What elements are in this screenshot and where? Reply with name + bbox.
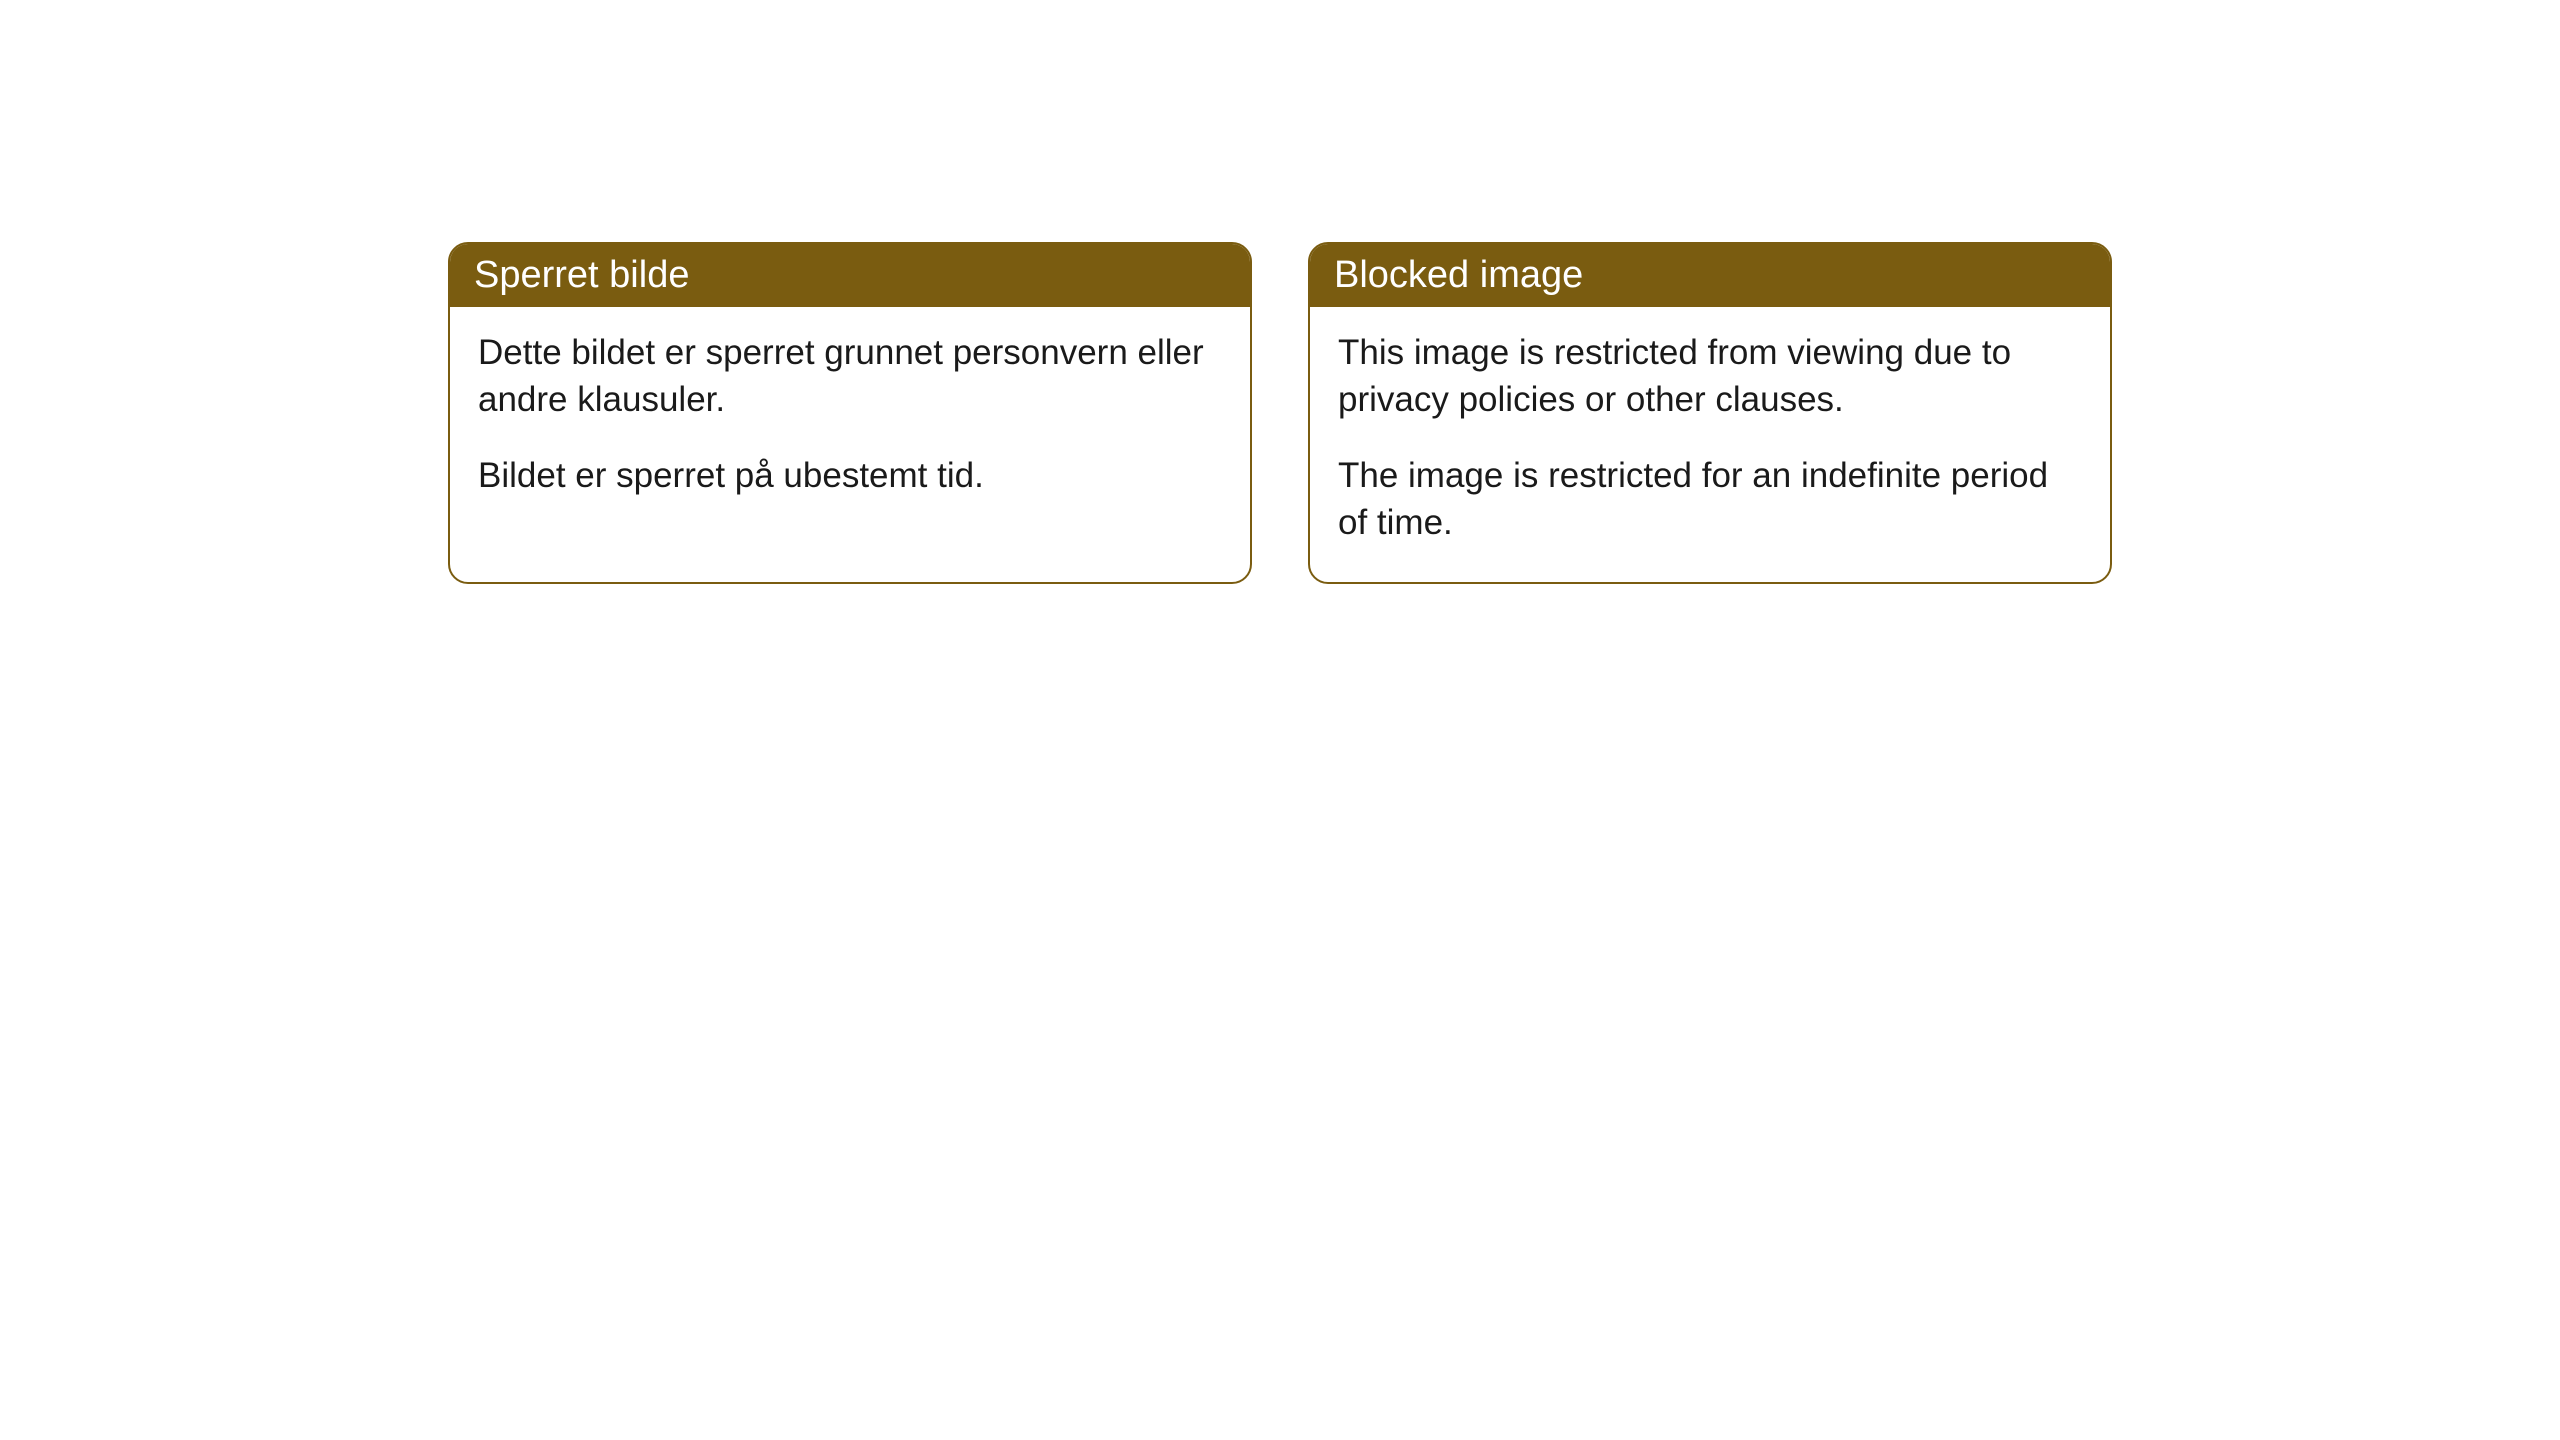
card-paragraph: The image is restricted for an indefinit… xyxy=(1338,452,2082,547)
card-paragraph: Dette bildet er sperret grunnet personve… xyxy=(478,329,1222,424)
card-body-norwegian: Dette bildet er sperret grunnet personve… xyxy=(450,307,1250,535)
blocked-image-card-english: Blocked image This image is restricted f… xyxy=(1308,242,2112,584)
blocked-image-cards: Sperret bilde Dette bildet er sperret gr… xyxy=(448,242,2112,584)
card-title-english: Blocked image xyxy=(1310,244,2110,307)
blocked-image-card-norwegian: Sperret bilde Dette bildet er sperret gr… xyxy=(448,242,1252,584)
card-paragraph: Bildet er sperret på ubestemt tid. xyxy=(478,452,1222,499)
card-paragraph: This image is restricted from viewing du… xyxy=(1338,329,2082,424)
card-title-norwegian: Sperret bilde xyxy=(450,244,1250,307)
card-body-english: This image is restricted from viewing du… xyxy=(1310,307,2110,582)
